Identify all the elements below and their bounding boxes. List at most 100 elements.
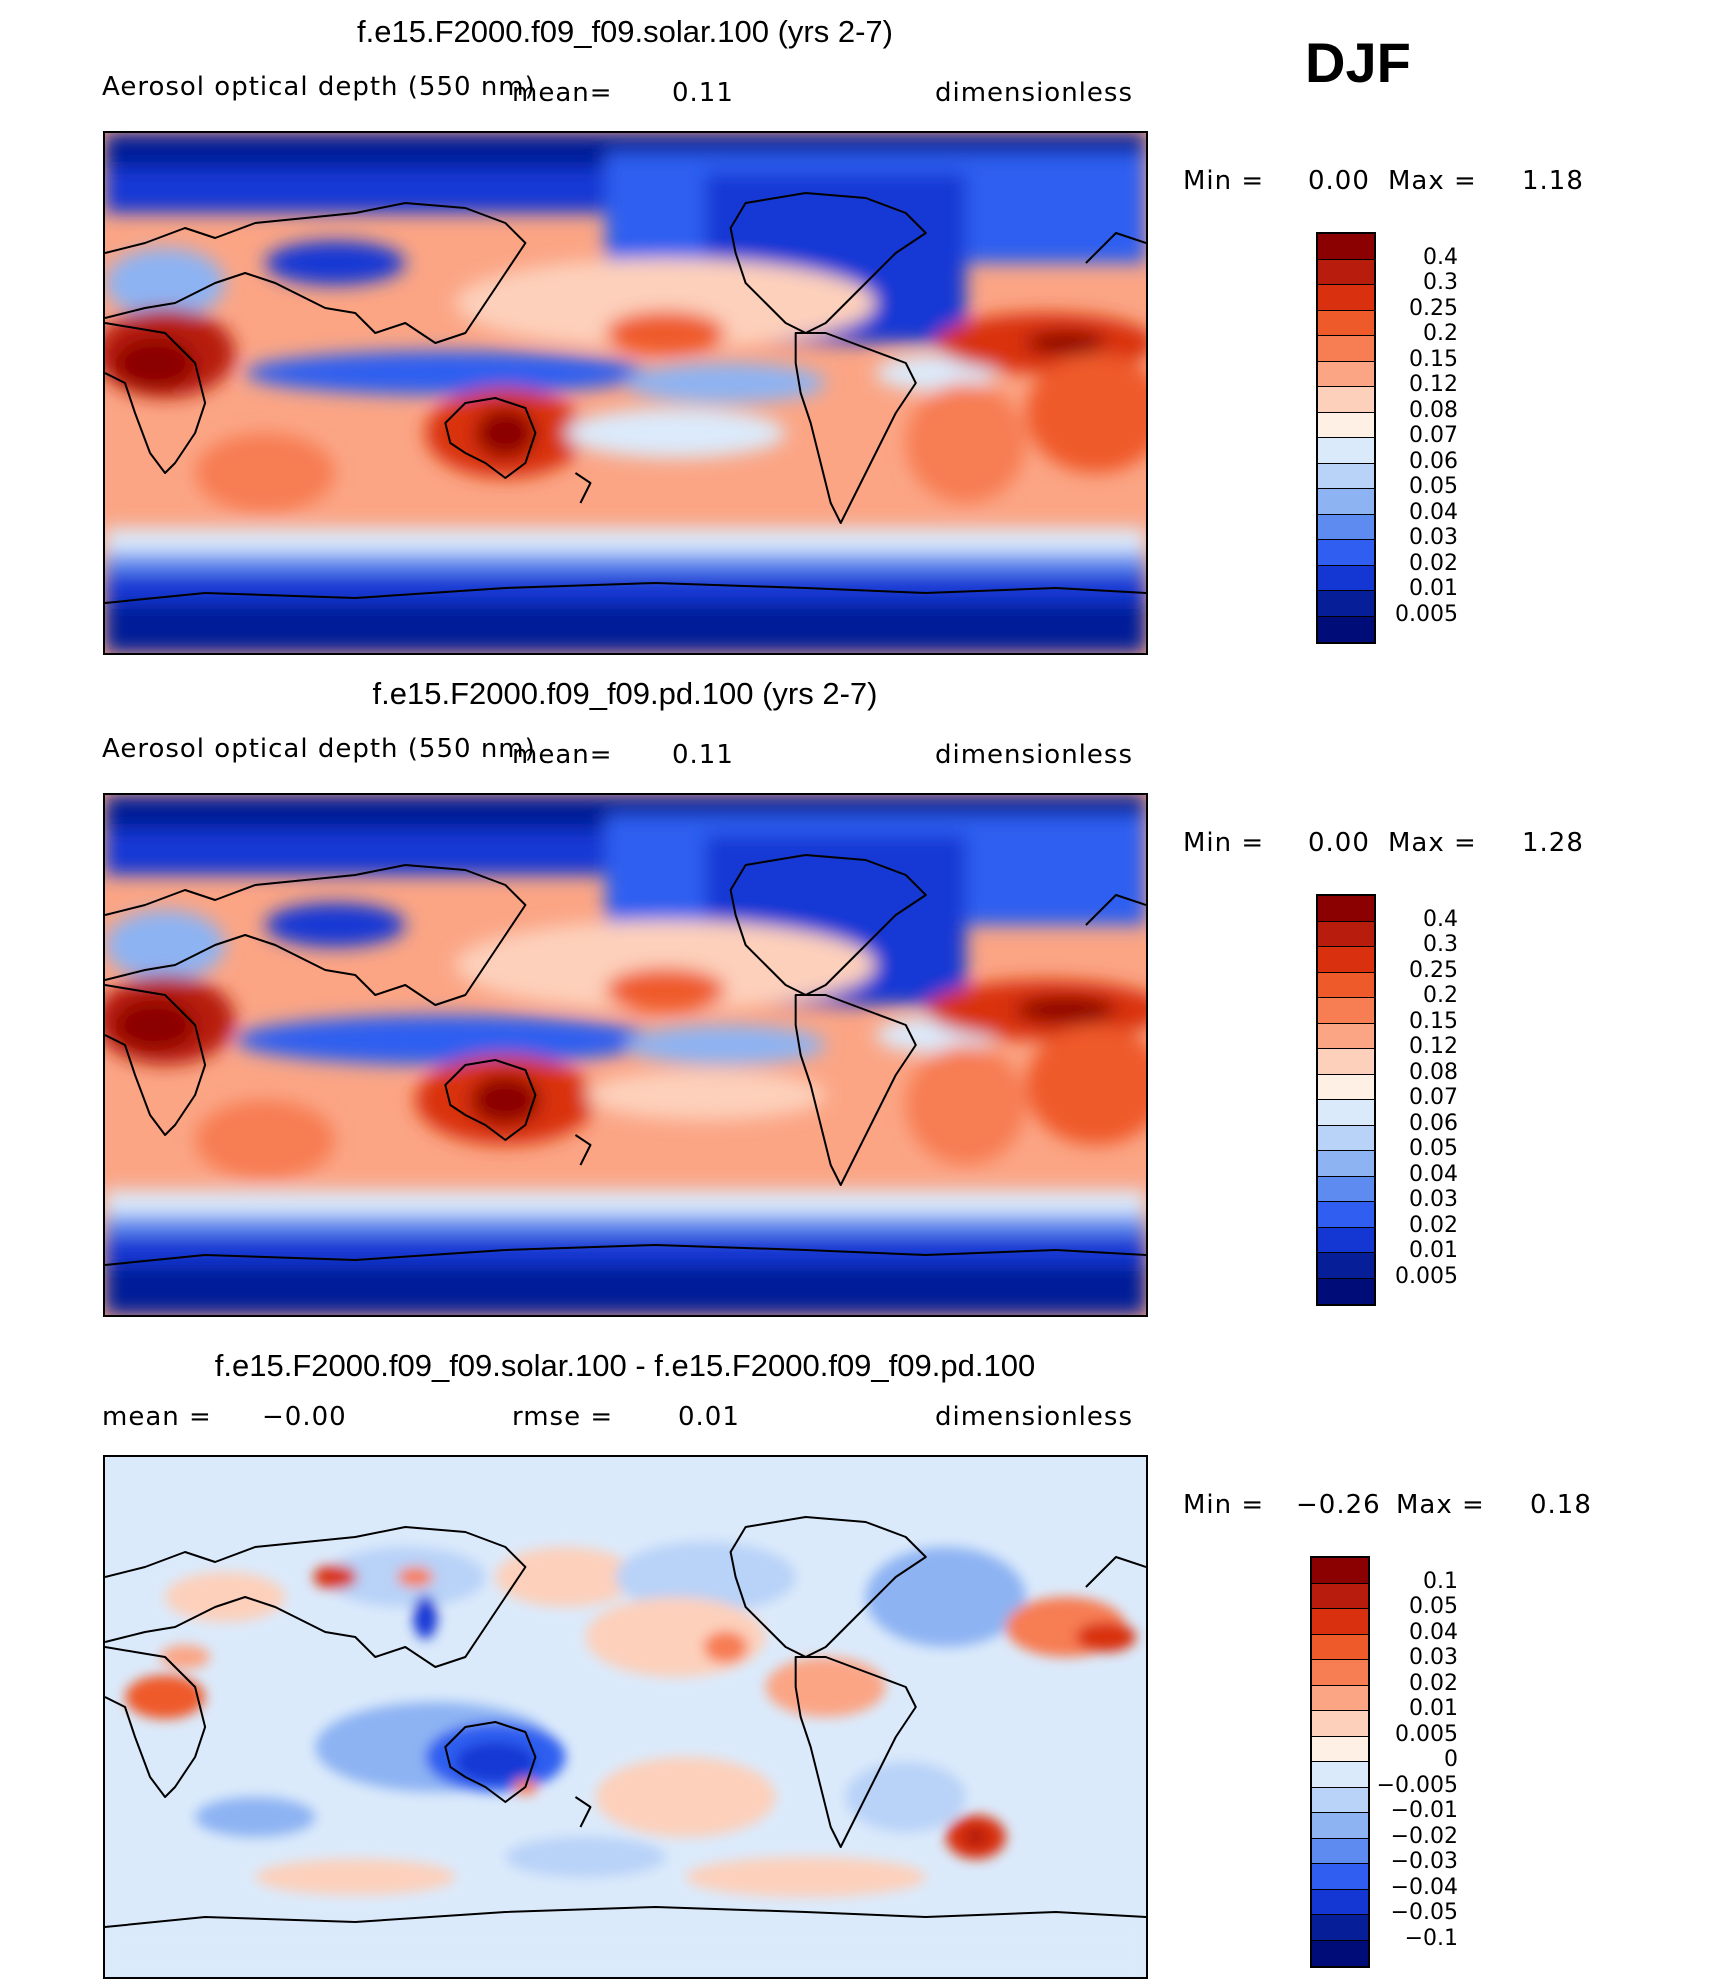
panel-1-map bbox=[103, 131, 1148, 655]
panel-2-mean-label: mean= bbox=[512, 740, 613, 770]
panel-2-max-value: 1.28 bbox=[1522, 828, 1584, 858]
panel-3-coastlines bbox=[105, 1516, 1146, 1928]
colorbar-level-label: 0.2 bbox=[1423, 983, 1458, 1008]
panel-1-min-value: 0.00 bbox=[1308, 166, 1370, 196]
panel-2-min-label: Min = bbox=[1183, 828, 1265, 858]
colorbar-swatch bbox=[1318, 591, 1374, 617]
colorbar-level-label: 0.005 bbox=[1395, 601, 1458, 627]
colorbar-level-label: 0.04 bbox=[1409, 1619, 1458, 1645]
colorbar-level-label: 0.4 bbox=[1423, 906, 1458, 932]
colorbar-swatch bbox=[1318, 1023, 1374, 1049]
colorbar-swatch bbox=[1312, 1940, 1368, 1966]
colorbar-level-label: 0.03 bbox=[1409, 1187, 1458, 1212]
colorbar-level-label: −0.04 bbox=[1390, 1874, 1458, 1900]
colorbar-swatch bbox=[1312, 1660, 1368, 1686]
panel-3-max-label: Max = bbox=[1396, 1490, 1485, 1520]
colorbar-swatch bbox=[1318, 514, 1374, 540]
colorbar-level-label: −0.1 bbox=[1404, 1925, 1458, 1951]
colorbar-swatch bbox=[1318, 285, 1374, 311]
colorbar-swatch bbox=[1318, 998, 1374, 1024]
colorbar-swatch bbox=[1318, 565, 1374, 591]
colorbar-swatch bbox=[1312, 1609, 1368, 1635]
colorbar-swatch bbox=[1312, 1558, 1368, 1584]
panel-3-map-canvas bbox=[105, 1457, 1146, 1977]
colorbar-swatch bbox=[1318, 1278, 1374, 1304]
colorbar-level-label: 0.04 bbox=[1409, 1161, 1458, 1187]
colorbar-level-label: −0.02 bbox=[1390, 1823, 1458, 1849]
colorbar-level-label: −0.01 bbox=[1390, 1798, 1458, 1823]
colorbar-swatch bbox=[1318, 1125, 1374, 1151]
panel-2-colorbar bbox=[1316, 894, 1376, 1306]
colorbar-level-label: 0.01 bbox=[1409, 1238, 1458, 1263]
panel-2-title: f.e15.F2000.f09_f09.pd.100 (yrs 2-7) bbox=[372, 676, 878, 711]
colorbar-swatch bbox=[1312, 1813, 1368, 1839]
panel-2-min-value: 0.00 bbox=[1308, 828, 1370, 858]
colorbar-level-label: 0.03 bbox=[1409, 1645, 1458, 1670]
colorbar-level-label: 0.4 bbox=[1423, 244, 1458, 270]
colorbar-swatch bbox=[1318, 1100, 1374, 1126]
colorbar-swatch bbox=[1312, 1787, 1368, 1813]
panel-1-variable: Aerosol optical depth (550 nm) bbox=[102, 72, 536, 102]
colorbar-swatch bbox=[1318, 336, 1374, 362]
panel-1-map-canvas bbox=[105, 133, 1146, 653]
panel-3-map bbox=[103, 1455, 1148, 1979]
colorbar-level-label: 0.08 bbox=[1409, 397, 1458, 423]
panel-1-colorbar bbox=[1316, 232, 1376, 644]
colorbar-level-label: 0.15 bbox=[1409, 346, 1458, 372]
colorbar-swatch bbox=[1312, 1838, 1368, 1864]
colorbar-swatch bbox=[1318, 489, 1374, 515]
panel-3-mean-label: mean = bbox=[102, 1402, 212, 1432]
colorbar-swatch bbox=[1312, 1736, 1368, 1762]
colorbar-swatch bbox=[1312, 1685, 1368, 1711]
panel-2-units: dimensionless bbox=[935, 740, 1133, 770]
colorbar-swatch bbox=[1318, 310, 1374, 336]
panel-3-rmse-label: rmse = bbox=[512, 1402, 614, 1432]
colorbar-swatch bbox=[1312, 1762, 1368, 1788]
colorbar-level-label: 0.12 bbox=[1409, 1034, 1458, 1059]
colorbar-swatch bbox=[1318, 947, 1374, 973]
colorbar-swatch bbox=[1312, 1889, 1368, 1915]
panel-1-colorbar-labels: 0.4 0.3 0.25 0.2 0.15 0.12 0.08 0.07 0.06 0.05 0.0… bbox=[1380, 232, 1458, 644]
colorbar-swatch bbox=[1312, 1864, 1368, 1890]
panel-2-coastlines bbox=[105, 854, 1146, 1266]
colorbar-level-label: 0.2 bbox=[1423, 321, 1458, 346]
colorbar-swatch bbox=[1318, 921, 1374, 947]
panel-2-max-label: Max = bbox=[1388, 828, 1477, 858]
panel-1-title: f.e15.F2000.f09_f09.solar.100 (yrs 2-7) bbox=[357, 14, 893, 49]
colorbar-level-label: 0.05 bbox=[1409, 1136, 1458, 1161]
panel-3-title: f.e15.F2000.f09_f09.solar.100 - f.e15.F2… bbox=[214, 1348, 1036, 1383]
colorbar-level-label: 0.005 bbox=[1395, 1263, 1458, 1289]
colorbar-level-label: 0.05 bbox=[1409, 474, 1458, 499]
colorbar-swatch bbox=[1312, 1583, 1368, 1609]
colorbar-level-label: 0.3 bbox=[1423, 932, 1458, 957]
panel-3-min-label: Min = bbox=[1183, 1490, 1265, 1520]
colorbar-swatch bbox=[1318, 438, 1374, 464]
panel-2-map bbox=[103, 793, 1148, 1317]
panel-1-mean-value: 0.11 bbox=[672, 78, 734, 108]
colorbar-level-label: 0.08 bbox=[1409, 1059, 1458, 1085]
colorbar-level-label: 0 bbox=[1444, 1747, 1458, 1772]
panel-3-max-value: 0.18 bbox=[1530, 1490, 1592, 1520]
colorbar-level-label: −0.005 bbox=[1376, 1772, 1458, 1798]
colorbar-swatch bbox=[1318, 387, 1374, 413]
colorbar-swatch bbox=[1318, 463, 1374, 489]
panel-3-units: dimensionless bbox=[935, 1402, 1133, 1432]
colorbar-level-label: 0.06 bbox=[1409, 448, 1458, 474]
colorbar-level-label: −0.03 bbox=[1390, 1849, 1458, 1874]
colorbar-level-label: 0.02 bbox=[1409, 1670, 1458, 1696]
colorbar-level-label: 0.01 bbox=[1409, 576, 1458, 601]
colorbar-swatch bbox=[1312, 1711, 1368, 1737]
colorbar-swatch bbox=[1318, 616, 1374, 642]
colorbar-level-label: 0.07 bbox=[1409, 1085, 1458, 1110]
colorbar-swatch bbox=[1318, 361, 1374, 387]
colorbar-level-label: 0.1 bbox=[1423, 1568, 1458, 1594]
colorbar-level-label: 0.06 bbox=[1409, 1110, 1458, 1136]
colorbar-swatch bbox=[1318, 540, 1374, 566]
panel-3-colorbar-labels: 0.1 0.05 0.04 0.03 0.02 0.01 0.005 0 −0.005 −0.01… bbox=[1374, 1556, 1458, 1968]
colorbar-swatch bbox=[1318, 259, 1374, 285]
colorbar-swatch bbox=[1318, 1253, 1374, 1279]
colorbar-swatch bbox=[1318, 1151, 1374, 1177]
colorbar-swatch bbox=[1312, 1634, 1368, 1660]
panel-3-mean-value: −0.00 bbox=[262, 1402, 347, 1432]
colorbar-level-label: 0.25 bbox=[1409, 295, 1458, 321]
